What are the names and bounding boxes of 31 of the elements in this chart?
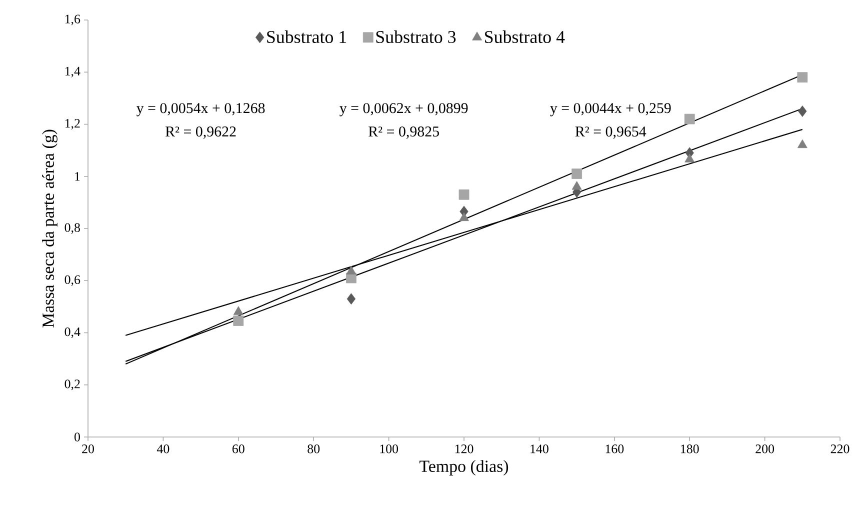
x-axis-title: Tempo (dias): [420, 460, 508, 476]
x-tick-label: 60: [232, 444, 244, 454]
annotation: R² = 0,9654: [575, 126, 646, 139]
x-tick-label: 80: [308, 444, 320, 454]
x-tick-label: 140: [530, 444, 548, 454]
legend-label: Substrato 4: [485, 30, 565, 44]
x-tick-label: 200: [756, 444, 774, 454]
x-tick-label: 40: [156, 444, 170, 454]
y-tick-label: 0,6: [64, 275, 80, 286]
legend-label: Substrato 3: [376, 30, 456, 44]
y-tick-label: 0,4: [64, 327, 80, 338]
x-tick-label: 220: [830, 444, 850, 454]
x-tick-label: 20: [82, 444, 94, 454]
y-tick-label: 0,8: [64, 223, 80, 234]
annotation: y = 0,0062x + 0,0899: [340, 103, 468, 116]
x-tick-label: 100: [380, 444, 398, 454]
y-tick-label: 1,2: [65, 118, 80, 130]
x-tick-label: 180: [681, 444, 699, 454]
annotation: y = 0,0044x + 0,259: [550, 103, 671, 116]
y-axis-title: Massa seca da parte aérea (g): [42, 130, 58, 328]
annotation: R² = 0,9622: [166, 126, 236, 139]
legend-label: Substrato 1: [267, 30, 346, 44]
x-tick-label: 120: [455, 444, 474, 454]
y-tick-label: 0,2: [64, 380, 80, 390]
x-tick-label: 160: [606, 444, 624, 454]
y-tick-label: 1: [75, 172, 80, 181]
y-tick-label: 0: [74, 432, 80, 442]
y-tick-label: 1,4: [65, 66, 80, 78]
y-tick-label: 1,6: [65, 14, 80, 26]
annotation: y = 0,0054x + 0,1268: [136, 103, 265, 116]
annotation: R² = 0,9825: [368, 126, 439, 139]
